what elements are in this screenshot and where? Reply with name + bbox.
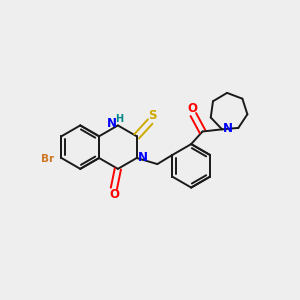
Text: S: S	[148, 109, 156, 122]
Text: O: O	[109, 188, 119, 201]
Text: O: O	[187, 102, 197, 115]
Text: N: N	[223, 122, 233, 135]
Text: N: N	[137, 151, 147, 164]
Text: Br: Br	[40, 154, 54, 164]
Text: N: N	[106, 117, 117, 130]
Text: H: H	[116, 114, 124, 124]
